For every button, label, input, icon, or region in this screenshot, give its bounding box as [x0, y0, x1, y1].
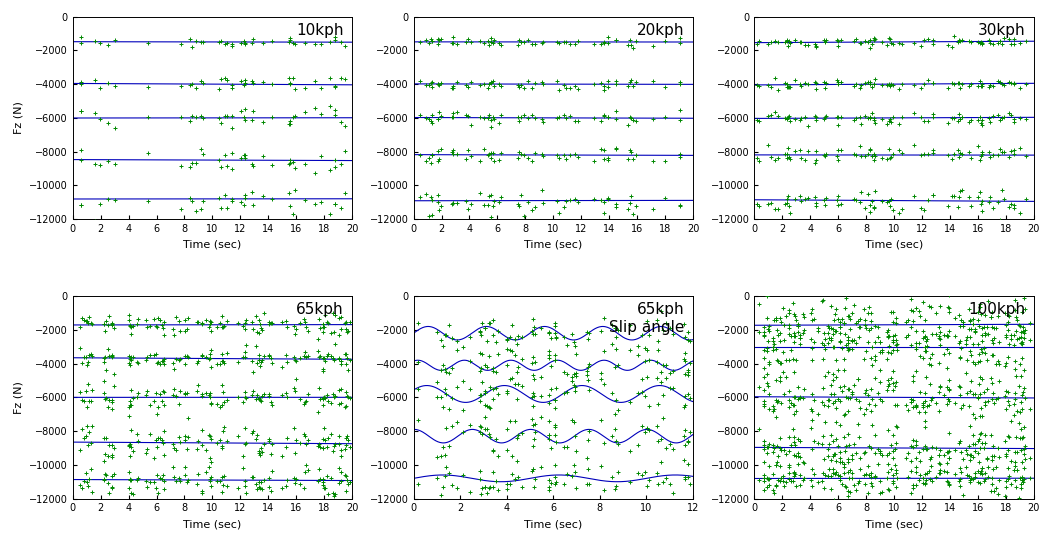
Text: 20kph: 20kph [637, 23, 685, 38]
Text: 10kph: 10kph [296, 23, 344, 38]
X-axis label: Time (sec): Time (sec) [183, 239, 241, 249]
X-axis label: Time (sec): Time (sec) [524, 239, 583, 249]
X-axis label: Time (sec): Time (sec) [183, 519, 241, 529]
Y-axis label: Fz (N): Fz (N) [14, 381, 24, 414]
Text: 65kph
Slip angle: 65kph Slip angle [609, 302, 685, 335]
X-axis label: Time (sec): Time (sec) [865, 239, 924, 249]
Text: 65kph: 65kph [296, 302, 344, 317]
Text: 100kph: 100kph [968, 302, 1025, 317]
X-axis label: Time (sec): Time (sec) [524, 519, 583, 529]
Y-axis label: Fz (N): Fz (N) [14, 101, 24, 134]
X-axis label: Time (sec): Time (sec) [865, 519, 924, 529]
Text: 30kph: 30kph [978, 23, 1025, 38]
